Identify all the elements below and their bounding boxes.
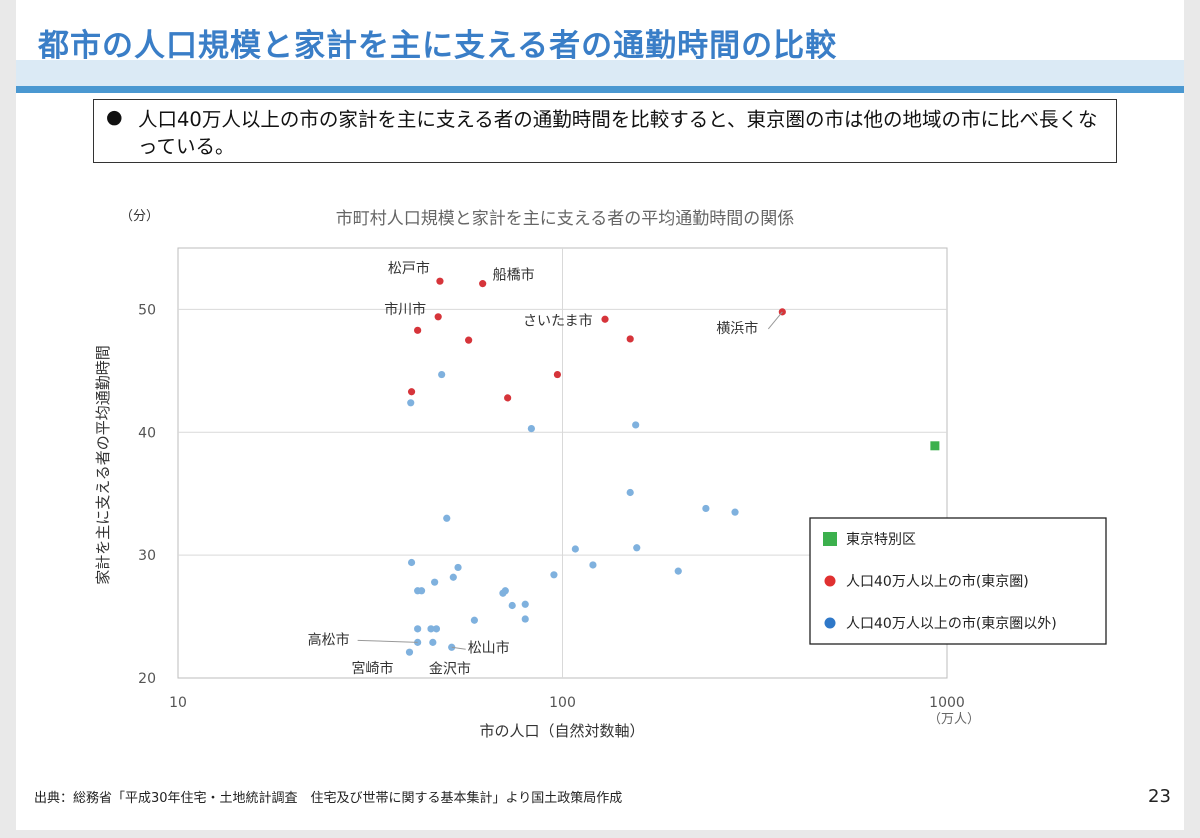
other-city-point: [407, 399, 415, 407]
title-band-light: [16, 60, 1184, 86]
city-label: 横浜市: [716, 320, 758, 337]
other-city-point: [632, 421, 640, 429]
other-city-point: [449, 573, 457, 581]
tokyo-area-point: [553, 370, 562, 379]
legend-swatch-square: [823, 532, 837, 546]
label-leader-line: [451, 646, 466, 650]
city-label: 宮崎市: [351, 660, 393, 677]
tokyo-area-point: [504, 394, 512, 402]
legend-box: [809, 517, 1107, 645]
other-city-point: [589, 561, 597, 569]
other-city-point: [432, 625, 441, 633]
other-city-point: [731, 508, 739, 516]
other-city-point: [407, 558, 416, 567]
tokyo-area-point: [436, 277, 444, 285]
other-city-point: [454, 563, 462, 572]
other-city-point: [626, 488, 634, 497]
tokyo-area-point: [465, 336, 473, 344]
y-tick-label: 40: [138, 425, 156, 441]
tokyo-area-point: [626, 335, 634, 343]
other-city-point: [438, 370, 446, 379]
y-unit-label: （分）: [120, 209, 159, 224]
page-number: 23: [1148, 786, 1171, 807]
y-axis-label: 家計を主に支える者の平均通勤時間: [94, 345, 112, 585]
tokyo-area-point: [601, 315, 609, 323]
tokyo-area-point: [407, 388, 416, 396]
other-city-point: [417, 587, 426, 595]
chart-title: 市町村人口規模と家計を主に支える者の平均通勤時間の関係: [336, 209, 795, 229]
other-city-point: [550, 571, 558, 579]
slide-title: 都市の人口規模と家計を主に支える者の通勤時間の比較: [38, 28, 838, 64]
legend-swatch-circle: [824, 575, 836, 587]
x-axis-label: 市の人口（自然対数軸）: [479, 722, 644, 740]
other-city-point: [527, 425, 535, 433]
legend-label: 人口40万人以上の市(東京圏以外): [846, 615, 1057, 632]
label-leader-line: [357, 639, 418, 643]
city-label: 船橋市: [493, 267, 535, 284]
label-leader-line: [767, 311, 783, 330]
y-tick-label: 20: [138, 671, 156, 687]
tokyo-area-point: [434, 313, 442, 321]
x-tick-label: 10: [169, 695, 187, 711]
other-city-point: [702, 504, 710, 513]
other-city-point: [499, 589, 507, 597]
bullet-icon: ●: [106, 106, 123, 128]
tokyo-ward-point: [930, 441, 940, 451]
other-city-point: [470, 616, 478, 624]
city-label: さいたま市: [523, 312, 593, 329]
x-tick-label: 1000: [929, 695, 965, 711]
title-band-dark: [16, 86, 1184, 93]
other-city-point: [414, 638, 422, 646]
legend-label: 東京特別区: [846, 532, 916, 548]
other-city-point: [521, 600, 529, 608]
other-city-point: [405, 648, 414, 656]
tokyo-area-point: [414, 326, 422, 334]
legend-swatch-circle: [824, 617, 836, 629]
x-tick-label: 100: [549, 695, 576, 711]
city-label: 金沢市: [429, 660, 471, 677]
summary-text: 人口40万人以上の市の家計を主に支える者の通勤時間を比較すると、東京圏の市は他の…: [138, 108, 1098, 158]
y-tick-label: 50: [138, 302, 156, 318]
city-label: 松戸市: [388, 260, 430, 277]
summary-box: ● 人口40万人以上の市の家計を主に支える者の通勤時間を比較すると、東京圏の市は…: [93, 99, 1117, 163]
city-label: 松山市: [468, 639, 510, 656]
tokyo-area-point: [479, 280, 487, 288]
source-note: 出典：総務省「平成30年住宅・土地統計調査 住宅及び世帯に関する基本集計」より国…: [34, 791, 623, 806]
y-tick-label: 30: [138, 548, 156, 564]
legend-label: 人口40万人以上の市(東京圏): [846, 573, 1029, 590]
other-city-point: [674, 567, 682, 575]
city-label: 高松市: [308, 631, 350, 648]
other-city-point: [427, 625, 435, 633]
other-city-point: [429, 638, 437, 646]
other-city-point: [414, 625, 422, 633]
other-city-point: [508, 601, 516, 610]
city-label: 市川市: [384, 301, 426, 318]
other-city-point: [521, 615, 529, 623]
x-unit-label: （万人）: [928, 712, 980, 727]
other-city-point: [443, 514, 451, 522]
other-city-point: [633, 544, 641, 552]
other-city-point: [571, 545, 579, 553]
other-city-point: [431, 578, 439, 586]
